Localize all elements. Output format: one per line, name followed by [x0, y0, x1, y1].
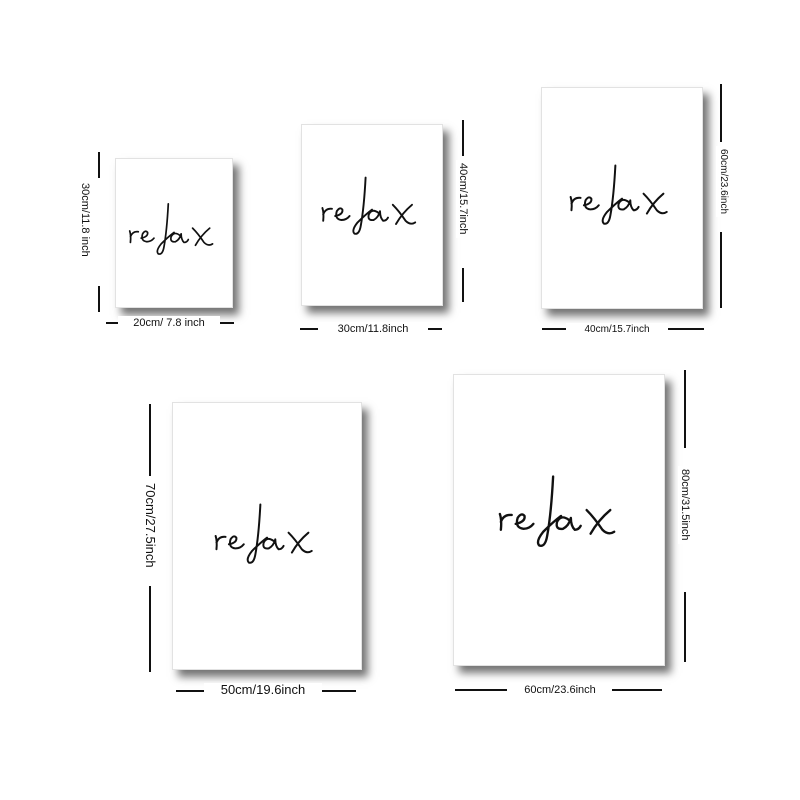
height-label-40x60: 60cm/23.6inch: [716, 146, 730, 218]
relax-script-art: [214, 503, 313, 564]
height-label-20x30: 30cm/11.8 inch: [78, 180, 92, 260]
width-line-left: [176, 690, 206, 692]
height-line-top: [684, 370, 686, 448]
width-line-right: [318, 690, 356, 692]
width-line-right: [216, 322, 234, 324]
height-line-top: [462, 120, 464, 156]
poster-20x30: [115, 158, 233, 308]
width-label-60x80: 60cm/23.6inch: [508, 683, 612, 697]
width-label-30x40: 30cm/11.8inch: [318, 322, 428, 336]
width-line-right: [420, 328, 442, 330]
width-line-left: [106, 322, 120, 324]
relax-script-art: [128, 203, 214, 255]
height-line-bottom: [149, 586, 151, 672]
height-line-bottom: [720, 232, 722, 308]
relax-script-art: [321, 176, 417, 235]
height-line-top: [98, 152, 100, 178]
poster-50x70: [172, 402, 362, 670]
width-line-left: [455, 689, 507, 691]
width-line-left: [300, 328, 322, 330]
height-line-bottom: [684, 592, 686, 662]
width-label-40x60: 40cm/15.7inch: [566, 323, 668, 337]
poster-40x60: [541, 87, 703, 309]
width-label-20x30: 20cm/ 7.8 inch: [118, 316, 220, 330]
height-label-60x80: 80cm/31.5inch: [678, 466, 692, 544]
height-line-top: [149, 404, 151, 476]
height-line-bottom: [98, 286, 100, 312]
relax-script-art: [569, 164, 668, 225]
poster-60x80: [453, 374, 665, 666]
poster-30x40: [301, 124, 443, 306]
width-label-50x70: 50cm/19.6inch: [204, 683, 322, 697]
height-label-30x40: 40cm/15.7inch: [456, 160, 470, 238]
height-label-50x70: 70cm/27.5inch: [143, 480, 158, 571]
relax-script-art: [498, 475, 616, 548]
width-line-left: [542, 328, 566, 330]
width-line-right: [666, 328, 704, 330]
height-line-top: [720, 84, 722, 142]
width-line-right: [606, 689, 662, 691]
height-line-bottom: [462, 268, 464, 302]
